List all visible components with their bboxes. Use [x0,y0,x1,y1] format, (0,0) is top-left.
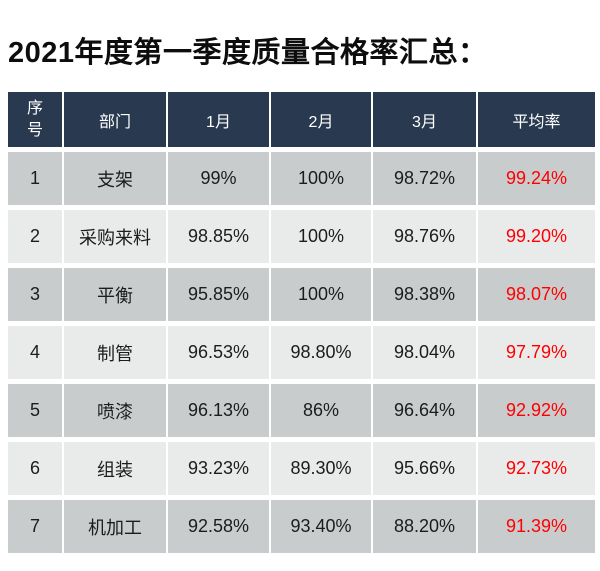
cell-feb: 100% [271,210,371,263]
cell-average: 98.07% [478,268,595,321]
table-header: 序号 部门 1月 2月 3月 平均率 [8,92,595,147]
cell-average: 97.79% [478,326,595,379]
cell-no: 3 [8,268,62,321]
table-row: 7 机加工 92.58% 93.40% 88.20% 91.39% [8,500,595,553]
header-cell-average: 平均率 [478,92,595,147]
cell-jan: 93.23% [168,442,269,495]
cell-dept: 平衡 [64,268,166,321]
cell-jan: 98.85% [168,210,269,263]
table-row: 2 采购来料 98.85% 100% 98.76% 99.20% [8,210,595,263]
cell-dept: 组装 [64,442,166,495]
cell-dept: 机加工 [64,500,166,553]
cell-mar: 88.20% [373,500,476,553]
cell-average: 91.39% [478,500,595,553]
cell-no: 4 [8,326,62,379]
cell-feb: 86% [271,384,371,437]
cell-feb: 89.30% [271,442,371,495]
cell-dept: 支架 [64,152,166,205]
cell-jan: 99% [168,152,269,205]
cell-mar: 98.38% [373,268,476,321]
cell-feb: 100% [271,152,371,205]
table-row: 3 平衡 95.85% 100% 98.38% 98.07% [8,268,595,321]
cell-no: 2 [8,210,62,263]
header-cell-no: 序号 [8,92,62,147]
cell-jan: 95.85% [168,268,269,321]
cell-average: 99.20% [478,210,595,263]
header-cell-dept: 部门 [64,92,166,147]
cell-mar: 95.66% [373,442,476,495]
table-row: 6 组装 93.23% 89.30% 95.66% 92.73% [8,442,595,495]
cell-mar: 98.76% [373,210,476,263]
cell-jan: 92.58% [168,500,269,553]
cell-feb: 98.80% [271,326,371,379]
table-row: 1 支架 99% 100% 98.72% 99.24% [8,152,595,205]
page-title: 2021年度第一季度质量合格率汇总： [8,37,488,69]
cell-no: 7 [8,500,62,553]
cell-jan: 96.53% [168,326,269,379]
cell-mar: 98.04% [373,326,476,379]
cell-mar: 96.64% [373,384,476,437]
header-cell-mar: 3月 [373,92,476,147]
cell-mar: 98.72% [373,152,476,205]
cell-no: 1 [8,152,62,205]
table-row: 4 制管 96.53% 98.80% 98.04% 97.79% [8,326,595,379]
quality-rate-table: 序号 部门 1月 2月 3月 平均率 1 支架 99% 100% 98.72% … [6,87,597,558]
header-cell-jan: 1月 [168,92,269,147]
table-row: 5 喷漆 96.13% 86% 96.64% 92.92% [8,384,595,437]
cell-jan: 96.13% [168,384,269,437]
cell-average: 92.92% [478,384,595,437]
cell-dept: 采购来料 [64,210,166,263]
cell-average: 92.73% [478,442,595,495]
cell-dept: 喷漆 [64,384,166,437]
cell-average: 99.24% [478,152,595,205]
cell-feb: 93.40% [271,500,371,553]
cell-dept: 制管 [64,326,166,379]
cell-feb: 100% [271,268,371,321]
cell-no: 5 [8,384,62,437]
report-page: 2021年度第一季度质量合格率汇总： 序号 部门 1月 2月 3月 平均率 1 … [0,34,600,571]
header-cell-feb: 2月 [271,92,371,147]
cell-no: 6 [8,442,62,495]
